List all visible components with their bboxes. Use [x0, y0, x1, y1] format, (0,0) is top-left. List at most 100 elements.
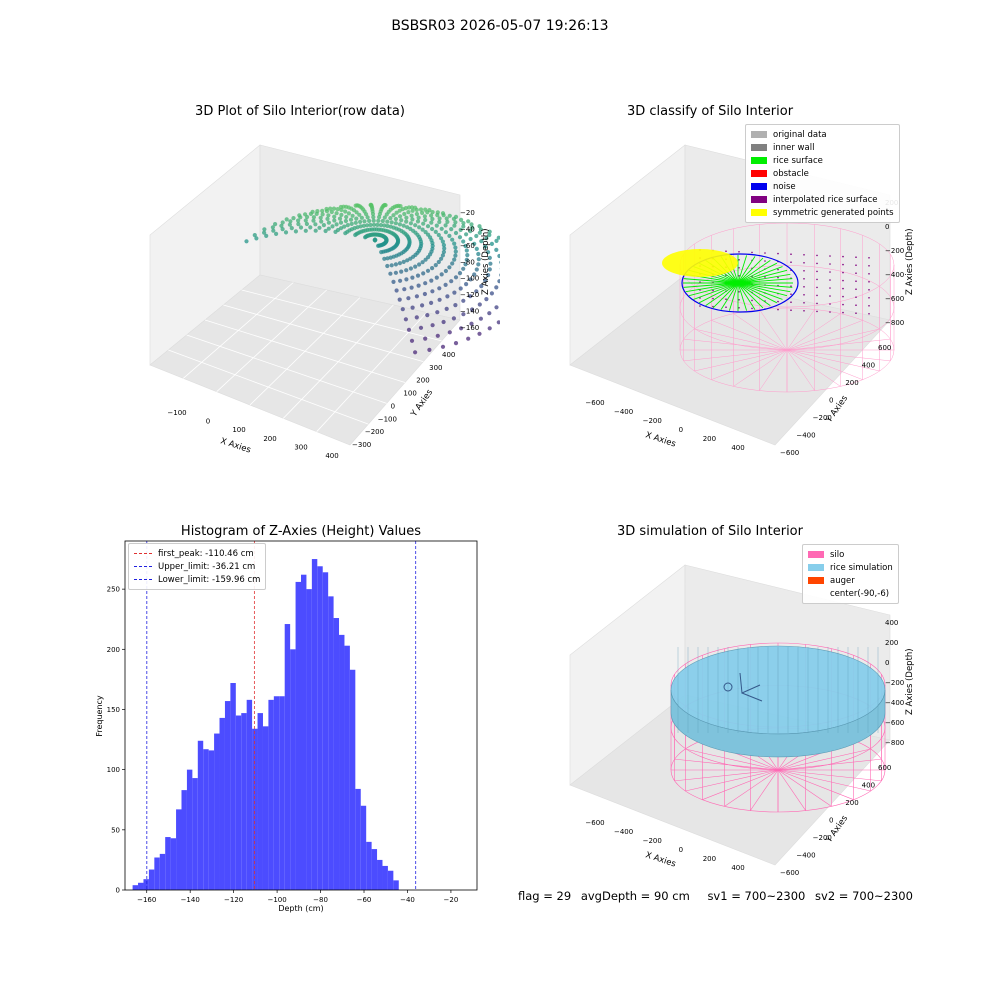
histogram-legend: first_peak: -110.46 cm Upper_limit: -36.2…: [128, 543, 267, 590]
x-tick-label: −140: [181, 896, 200, 904]
figure-title: BSBSR03 2026-05-07 19:26:13: [391, 18, 609, 34]
z-tick-label: −160: [460, 324, 479, 332]
legend-label: Upper_limit: -36.21 cm: [158, 561, 256, 572]
y-tick-label: −600: [780, 449, 799, 457]
z-tick-label: 200: [885, 639, 898, 647]
histogram-bar: [387, 870, 394, 890]
x-tick-label: −80: [313, 896, 328, 904]
legend-label: Lower_limit: -159.96 cm: [158, 574, 261, 585]
x-tick-label: 400: [325, 452, 338, 460]
legend-entry: obstacle: [751, 167, 894, 180]
histogram-bar: [366, 841, 372, 890]
histogram-bar: [273, 696, 280, 890]
sim-zlabel: Z Axies (Depth): [905, 648, 915, 715]
classify-zlabel: Z Axies (Depth): [905, 228, 915, 295]
raw-xlabel: X Axies: [219, 436, 252, 455]
legend-swatch: [751, 131, 767, 138]
legend-label: original data: [773, 129, 827, 140]
y-tick-label: −300: [352, 441, 371, 449]
legend-label: rice surface: [773, 155, 823, 166]
histogram-bar: [344, 645, 350, 890]
z-tick-label: −40: [460, 225, 475, 233]
classify-xlabel: X Axies: [644, 430, 677, 449]
histogram-bar: [235, 715, 242, 890]
histogram-bar: [360, 805, 367, 890]
histogram-bar: [322, 572, 329, 890]
histogram-chart: −160 −140 −120 −100 −80 −60 −40 −20 0 50 100 150 20…: [95, 540, 478, 913]
legend-label: symmetric generated points: [773, 207, 894, 218]
y-tick-label: 200: [416, 377, 429, 385]
x-tick-label: 100: [232, 426, 245, 434]
x-tick-label: 400: [731, 864, 744, 872]
x-tick-label: −200: [643, 837, 662, 845]
legend-label: interpolated rice surface: [773, 194, 878, 205]
histogram-bar: [295, 581, 301, 890]
y-tick-label: −200: [813, 414, 832, 422]
y-tick-label: −200: [813, 834, 832, 842]
z-tick-label: −80: [460, 258, 475, 266]
legend-entry: rice surface: [751, 154, 894, 167]
z-tick-label: −200: [885, 679, 904, 687]
sim-3d-plot: −600 −400 −200 0 200 400 −600 −400 −200 0 200 400 60…: [569, 564, 915, 877]
legend-swatch: [751, 144, 767, 151]
histogram-bar: [246, 699, 253, 890]
histogram-bar: [165, 837, 171, 890]
x-tick-label: −400: [614, 828, 633, 836]
histogram-bar: [355, 788, 361, 890]
histogram-bar: [339, 634, 345, 890]
legend-label: rice simulation: [830, 562, 893, 573]
legend-label: auger: [830, 575, 855, 586]
z-tick-label: −400: [885, 699, 904, 707]
y-tick-label: 250: [107, 586, 120, 594]
legend-line-swatch: [134, 579, 152, 580]
sim-xlabel: X Axies: [644, 850, 677, 869]
histogram-ylabel: Frequency: [95, 695, 104, 737]
sim-legend: silo rice simulation auger center(-90,-6): [802, 544, 899, 604]
histogram-bar: [393, 880, 399, 890]
raw-plot-title: 3D Plot of Silo Interior(row data): [195, 104, 405, 119]
legend-entry: silo: [808, 548, 893, 561]
x-tick-label: −60: [357, 896, 372, 904]
histogram-bar: [377, 859, 383, 890]
classify-legend: original data inner wall rice surface obsta…: [745, 124, 900, 223]
sim-plot-title: 3D simulation of Silo Interior: [617, 524, 803, 539]
histogram-bar: [371, 849, 378, 890]
z-tick-label: −200: [885, 247, 904, 255]
histogram-bar: [170, 838, 177, 890]
legend-label: silo: [830, 549, 845, 560]
histogram-bar: [159, 853, 166, 890]
legend-entry: interpolated rice surface: [751, 193, 894, 206]
legend-swatch: [808, 551, 824, 558]
histogram-bar: [224, 701, 231, 890]
x-tick-label: −600: [585, 399, 604, 407]
z-tick-label: −400: [885, 271, 904, 279]
histogram-bar: [176, 809, 182, 890]
histogram-bar: [143, 879, 149, 890]
legend-entry: inner wall: [751, 141, 894, 154]
x-tick-label: 0: [679, 426, 683, 434]
histogram-bar: [214, 733, 220, 890]
histogram-bar: [284, 624, 291, 890]
legend-label: noise: [773, 181, 796, 192]
legend-swatch: [808, 577, 824, 584]
x-tick-label: 200: [703, 435, 716, 443]
x-tick-label: −20: [444, 896, 459, 904]
histogram-bar: [328, 596, 334, 890]
histogram-bar: [257, 713, 263, 890]
z-tick-label: 400: [885, 619, 898, 627]
y-tick-label: 400: [862, 362, 875, 370]
x-tick-label: −200: [643, 417, 662, 425]
y-tick-label: 400: [862, 782, 875, 790]
z-tick-label: 0: [885, 223, 889, 231]
y-tick-label: 0: [829, 397, 833, 405]
y-tick-label: 100: [107, 766, 120, 774]
legend-entry: first_peak: -110.46 cm: [134, 547, 260, 560]
z-tick-label: −600: [885, 295, 904, 303]
y-tick-label: 300: [429, 364, 442, 372]
x-tick-label: −120: [224, 896, 243, 904]
y-tick-label: 0: [391, 402, 395, 410]
histogram-bar: [279, 696, 285, 890]
histogram-bar: [208, 750, 215, 890]
avg-depth-text: avgDepth = 90 cm: [580, 889, 690, 903]
histogram-bar: [197, 740, 204, 890]
